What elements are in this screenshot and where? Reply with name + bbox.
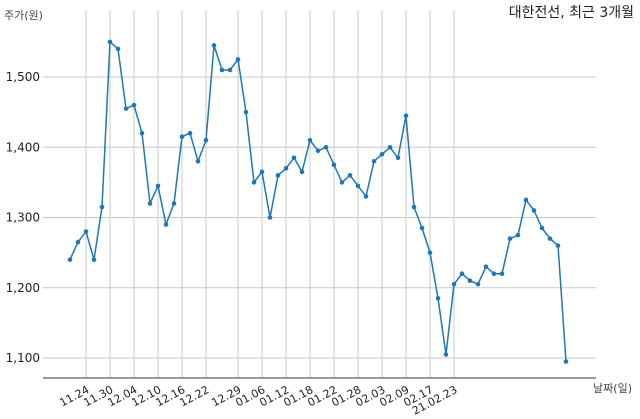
grid (43, 10, 596, 378)
data-point (555, 243, 561, 248)
data-point (403, 113, 409, 118)
data-point (323, 144, 329, 150)
data-point (259, 169, 265, 175)
data-point (307, 137, 313, 143)
data-point (155, 183, 161, 189)
data-point (475, 281, 481, 287)
y-tick-label: 1,400 (6, 140, 40, 154)
chart-title: 대한전선, 최근 3개월 (509, 5, 634, 21)
data-point (531, 208, 537, 213)
data-point (147, 201, 153, 206)
data-point (483, 264, 489, 269)
data-point (187, 130, 193, 136)
data-point (563, 359, 569, 364)
data-point (227, 67, 233, 73)
data-point (171, 201, 177, 206)
data-point (331, 162, 337, 168)
data-point (203, 137, 209, 143)
data-point (507, 236, 513, 241)
data-point (131, 102, 137, 108)
data-point (459, 271, 465, 277)
y-tick-label: 1,200 (6, 281, 40, 295)
data-point (499, 271, 505, 277)
data-point (243, 109, 249, 115)
price-series-points (67, 39, 569, 364)
data-point (371, 159, 377, 164)
data-point (411, 204, 417, 210)
y-axis-label: 주가(원) (4, 9, 43, 22)
y-axis-ticks: 1,100 1,200 1,300 1,400 1,500 (6, 70, 40, 365)
data-point (539, 225, 545, 231)
data-point (107, 39, 113, 45)
data-point (523, 197, 529, 203)
data-point (315, 148, 321, 154)
data-point (211, 43, 217, 48)
data-point (179, 134, 185, 140)
data-point (235, 57, 241, 62)
data-point (139, 130, 145, 136)
data-point (275, 173, 281, 178)
data-point (443, 352, 449, 357)
data-point (115, 46, 121, 52)
data-point (219, 67, 225, 73)
x-axis-ticks: 11.2411.3012.0412.1012.1612.2212.2901.06… (57, 383, 459, 417)
data-point (291, 155, 297, 161)
data-point (251, 180, 257, 185)
data-point (451, 281, 457, 287)
y-tick-label: 1,100 (6, 351, 40, 365)
data-point (99, 204, 105, 210)
y-tick-label: 1,300 (6, 211, 40, 225)
data-point (299, 169, 305, 175)
data-point (395, 155, 401, 161)
data-point (363, 194, 369, 199)
x-axis-label: 날짜(일) (593, 381, 632, 395)
data-point (75, 239, 81, 245)
data-point (467, 278, 473, 284)
data-point (419, 225, 425, 231)
data-point (515, 232, 521, 238)
data-point (163, 222, 169, 227)
data-point (387, 144, 393, 150)
data-point (83, 229, 89, 234)
data-point (267, 215, 273, 220)
y-tick-label: 1,500 (6, 70, 40, 84)
data-point (435, 295, 441, 301)
data-point (283, 166, 289, 171)
data-point (67, 257, 73, 262)
data-point (355, 183, 361, 189)
data-point (123, 106, 129, 111)
data-point (491, 271, 497, 277)
data-point (339, 180, 345, 185)
data-point (195, 159, 201, 164)
price-series-line (69, 40, 567, 362)
data-point (91, 257, 97, 262)
data-point (347, 173, 353, 178)
data-point (427, 250, 433, 255)
data-point (379, 151, 385, 157)
data-point (547, 236, 553, 241)
